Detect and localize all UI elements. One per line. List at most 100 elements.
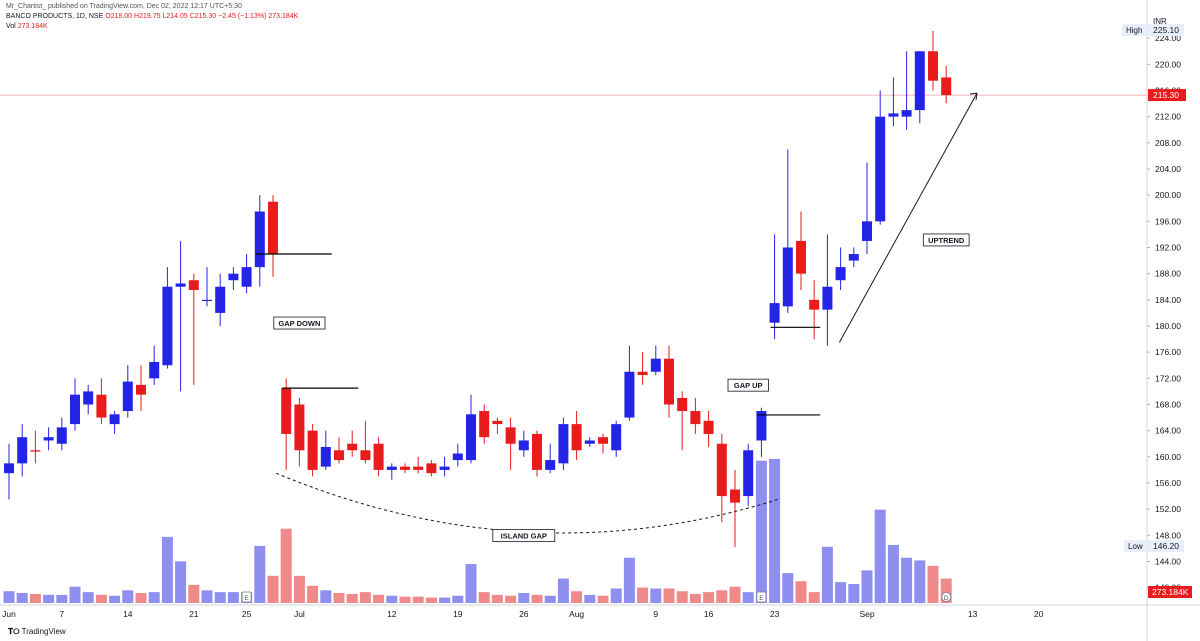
volume-bar bbox=[161, 536, 173, 603]
y-tick-label: 152.00 bbox=[1155, 504, 1181, 514]
volume-bar bbox=[56, 594, 68, 603]
annotation-island-gap[interactable]: ISLAND GAP bbox=[492, 529, 556, 543]
candle-body bbox=[17, 437, 28, 464]
volume-bar bbox=[386, 595, 398, 603]
volume-bar bbox=[267, 575, 279, 603]
low-value: L214.05 bbox=[162, 13, 188, 20]
high-label-box bbox=[1122, 23, 1146, 36]
candle-body bbox=[109, 414, 120, 425]
candle-body bbox=[70, 394, 80, 425]
candle-body bbox=[334, 450, 344, 461]
candle-body bbox=[228, 273, 239, 281]
x-tick-label: 20 bbox=[1034, 609, 1044, 619]
uptrend-arrow-head bbox=[969, 92, 978, 101]
tradingview-logo-text: TradingView bbox=[21, 627, 66, 636]
x-tick-label: 21 bbox=[189, 609, 199, 619]
candle-body bbox=[928, 51, 938, 81]
tradingview-footer: 𝐓⭘ TradingView bbox=[8, 627, 66, 637]
x-tick-label: 23 bbox=[770, 609, 780, 619]
volume-bar bbox=[755, 460, 767, 603]
candle-body bbox=[796, 240, 806, 274]
x-tick-label: 7 bbox=[59, 609, 64, 619]
candle-body bbox=[268, 201, 278, 255]
volume-bar bbox=[452, 595, 464, 603]
candle-body bbox=[624, 371, 635, 418]
volume-bar bbox=[874, 509, 886, 603]
annotation-gap-down[interactable]: GAP DOWN bbox=[273, 316, 326, 330]
volume-bar bbox=[43, 594, 55, 603]
y-tick-label: 164.00 bbox=[1155, 426, 1181, 436]
volume-bar bbox=[544, 595, 556, 603]
volume-bar bbox=[663, 588, 675, 603]
candle-body bbox=[558, 424, 569, 464]
volume-bar bbox=[782, 573, 794, 603]
volume-tag-label: 273.184K bbox=[1152, 587, 1189, 597]
candle-body bbox=[848, 254, 859, 261]
candle-body bbox=[4, 463, 14, 474]
volume-bar bbox=[333, 593, 345, 603]
volume-bar bbox=[901, 557, 913, 603]
x-tick-label: 9 bbox=[653, 609, 658, 619]
annotation-gap-up[interactable]: GAP UP bbox=[727, 378, 769, 392]
volume-bar bbox=[214, 592, 226, 603]
volume-bar bbox=[95, 594, 107, 603]
volume-bar bbox=[808, 592, 820, 603]
volume-legend: Vol 273.184K bbox=[6, 23, 48, 30]
volume-bar bbox=[307, 585, 319, 603]
publisher-line: Mr_Chartist_ published on TradingView.co… bbox=[6, 3, 242, 10]
candle-body bbox=[835, 267, 846, 281]
candle-body bbox=[703, 420, 714, 434]
volume-bar bbox=[346, 593, 358, 603]
close-value: C215.30 bbox=[189, 13, 217, 20]
candle-body bbox=[598, 437, 608, 444]
volume-bar bbox=[491, 594, 503, 603]
y-tick-label: 148.00 bbox=[1155, 530, 1181, 540]
candle-body bbox=[202, 299, 212, 302]
low-value-box bbox=[1148, 540, 1184, 553]
candle-body bbox=[136, 384, 146, 395]
volume-bar bbox=[795, 581, 807, 603]
y-tick-label: 144.00 bbox=[1155, 556, 1181, 566]
x-tick-label: Jul bbox=[294, 609, 305, 619]
candle-body bbox=[347, 443, 358, 451]
candle-body bbox=[439, 466, 450, 470]
candle-body bbox=[690, 411, 701, 425]
volume-bar bbox=[373, 594, 385, 603]
volume-bar bbox=[320, 590, 332, 603]
candle-body bbox=[281, 388, 292, 434]
annotation-box bbox=[922, 233, 970, 247]
candle-body bbox=[650, 358, 661, 372]
volume-bar bbox=[650, 588, 662, 603]
candle-body bbox=[149, 361, 160, 379]
volume-value: 273.184K bbox=[17, 23, 48, 30]
candle-body bbox=[901, 110, 912, 117]
candle-body bbox=[505, 427, 516, 444]
volume-bar bbox=[531, 594, 543, 603]
volume-bar bbox=[689, 593, 701, 603]
candle-body bbox=[730, 489, 740, 503]
volume-bar bbox=[557, 578, 569, 603]
annotation-uptrend[interactable]: UPTREND bbox=[922, 233, 970, 247]
currency-label: INR bbox=[1153, 17, 1167, 26]
volume-bar bbox=[478, 592, 490, 603]
y-tick-label: 184.00 bbox=[1155, 295, 1181, 305]
low-value: 146.20 bbox=[1153, 541, 1179, 551]
volume-bar bbox=[82, 592, 94, 603]
tradingview-logo-icon: 𝐓⭘ bbox=[8, 627, 20, 636]
high-value: 225.10 bbox=[1153, 25, 1179, 35]
candle-body bbox=[875, 116, 886, 222]
volume-bar bbox=[109, 595, 121, 603]
volume-bar bbox=[927, 565, 939, 603]
volume-bar bbox=[637, 587, 649, 603]
candle-body bbox=[452, 453, 463, 461]
x-tick-label: 12 bbox=[387, 609, 397, 619]
candle-body bbox=[822, 286, 833, 310]
event-marker-label: E bbox=[759, 595, 764, 602]
candle-body bbox=[888, 113, 899, 117]
annotation-box bbox=[727, 378, 769, 392]
volume-bar bbox=[201, 590, 213, 603]
volume-bar bbox=[610, 588, 622, 603]
candle-body bbox=[162, 286, 173, 366]
event-marker-label: E bbox=[244, 595, 249, 602]
